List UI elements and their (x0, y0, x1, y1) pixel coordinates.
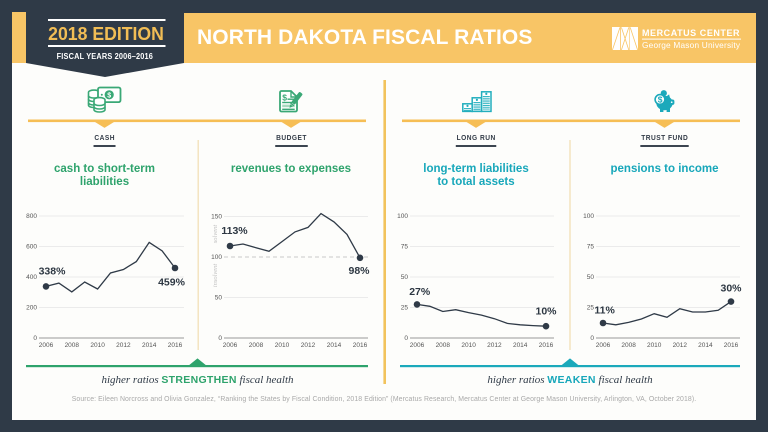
svg-text:2006: 2006 (39, 342, 54, 349)
svg-text:2010: 2010 (90, 342, 105, 349)
svg-text:2010: 2010 (461, 342, 476, 349)
svg-text:0: 0 (218, 335, 222, 342)
svg-text:11%: 11% (594, 304, 615, 316)
svg-text:$: $ (107, 92, 111, 99)
svg-text:$: $ (282, 93, 287, 103)
svg-text:338%: 338% (39, 266, 67, 278)
svg-text:$: $ (658, 95, 663, 105)
svg-text:30%: 30% (720, 283, 742, 295)
svg-text:2006: 2006 (410, 342, 425, 349)
svg-text:200: 200 (26, 305, 37, 312)
svg-text:2012: 2012 (116, 342, 131, 349)
svg-text:2014: 2014 (513, 342, 528, 349)
svg-text:2012: 2012 (673, 342, 688, 349)
svg-text:2014: 2014 (698, 342, 713, 349)
svg-text:2012: 2012 (487, 342, 502, 349)
svg-text:459%: 459% (158, 277, 186, 289)
svg-text:75: 75 (401, 244, 409, 251)
svg-text:100: 100 (211, 254, 222, 261)
svg-text:98%: 98% (348, 265, 370, 277)
svg-text:0: 0 (33, 335, 37, 342)
svg-text:2010: 2010 (647, 342, 662, 349)
svg-text:2008: 2008 (65, 342, 80, 349)
svg-text:insolvent: insolvent (212, 264, 219, 288)
svg-text:2012: 2012 (301, 342, 316, 349)
svg-text:600: 600 (26, 244, 37, 251)
svg-text:0: 0 (404, 335, 408, 342)
svg-text:75: 75 (587, 244, 595, 251)
svg-text:2016: 2016 (353, 342, 368, 349)
svg-text:2008: 2008 (436, 342, 451, 349)
svg-text:27%: 27% (409, 286, 431, 298)
svg-text:2006: 2006 (596, 342, 611, 349)
svg-text:2014: 2014 (327, 342, 342, 349)
svg-text:2016: 2016 (724, 342, 739, 349)
svg-text:2014: 2014 (142, 342, 157, 349)
svg-text:50: 50 (587, 274, 595, 281)
svg-text:George Mason University: George Mason University (642, 40, 741, 50)
svg-text:800: 800 (26, 213, 37, 220)
svg-text:2016: 2016 (539, 342, 554, 349)
svg-text:50: 50 (215, 295, 223, 302)
svg-text:2008: 2008 (249, 342, 264, 349)
svg-text:100: 100 (583, 213, 594, 220)
svg-text:MERCATUS CENTER: MERCATUS CENTER (642, 28, 740, 38)
svg-text:2008: 2008 (621, 342, 636, 349)
svg-text:400: 400 (26, 274, 37, 281)
svg-text:150: 150 (211, 214, 222, 221)
svg-text:0: 0 (590, 335, 594, 342)
svg-text:solvent: solvent (212, 225, 219, 244)
svg-text:113%: 113% (221, 225, 248, 237)
svg-text:50: 50 (401, 274, 409, 281)
svg-text:100: 100 (397, 213, 408, 220)
svg-text:10%: 10% (535, 306, 557, 318)
svg-text:25: 25 (587, 305, 595, 312)
svg-text:25: 25 (401, 305, 409, 312)
svg-text:2016: 2016 (168, 342, 183, 349)
svg-text:2010: 2010 (275, 342, 290, 349)
svg-text:2006: 2006 (223, 342, 238, 349)
